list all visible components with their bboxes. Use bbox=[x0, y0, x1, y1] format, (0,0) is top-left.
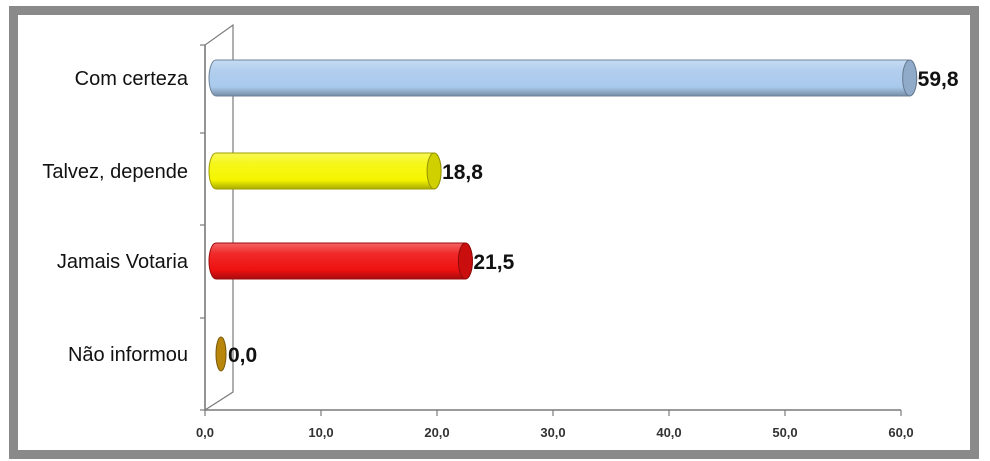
value-label: 18,8 bbox=[442, 161, 483, 184]
bar-body bbox=[208, 242, 473, 280]
bar-cap bbox=[902, 59, 918, 97]
x-tick-label: 60,0 bbox=[888, 425, 913, 440]
bar-cap bbox=[215, 336, 227, 372]
x-tick-label: 40,0 bbox=[656, 425, 681, 440]
value-label: 59,8 bbox=[918, 68, 959, 91]
x-tick-label: 30,0 bbox=[540, 425, 565, 440]
x-tick-label: 50,0 bbox=[772, 425, 797, 440]
value-label: 0,0 bbox=[228, 344, 257, 367]
category-label: Talvez, depende bbox=[42, 161, 188, 183]
category-label: Com certeza bbox=[75, 68, 189, 90]
x-tick-label: 0,0 bbox=[196, 425, 214, 440]
bar-cap bbox=[426, 152, 442, 190]
bar-1 bbox=[208, 59, 918, 97]
x-tick-label: 20,0 bbox=[424, 425, 449, 440]
category-label: Jamais Votaria bbox=[57, 251, 189, 273]
category-label: Não informou bbox=[68, 344, 188, 366]
bar-2 bbox=[208, 152, 442, 190]
x-tick-label: 10,0 bbox=[308, 425, 333, 440]
bar-body bbox=[208, 152, 442, 190]
value-label: 21,5 bbox=[473, 251, 514, 274]
bar-4 bbox=[215, 336, 227, 372]
bar-cap bbox=[457, 242, 473, 280]
bar-body bbox=[208, 59, 918, 97]
bar-3 bbox=[208, 242, 473, 280]
